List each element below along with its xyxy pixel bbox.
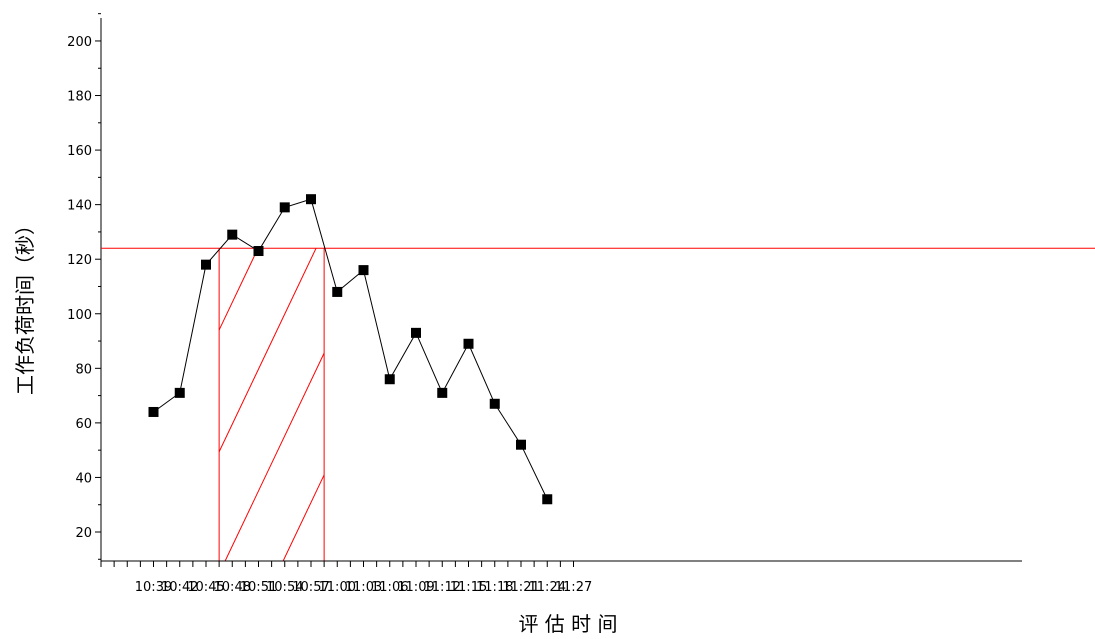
y-tick-label: 120 xyxy=(67,253,92,268)
y-tick-label: 40 xyxy=(75,471,92,486)
y-tick-label: 60 xyxy=(75,417,92,432)
data-point xyxy=(385,374,395,384)
data-point xyxy=(149,407,159,417)
hatch-line xyxy=(167,248,316,561)
hatch-line xyxy=(631,248,780,561)
y-tick-label: 140 xyxy=(67,199,92,214)
hatch-line xyxy=(689,248,838,561)
data-point xyxy=(201,260,211,270)
data-point xyxy=(437,388,447,398)
data-point xyxy=(516,440,526,450)
axes xyxy=(95,14,1022,567)
y-tick-label: 160 xyxy=(67,144,92,159)
data-point xyxy=(254,246,264,256)
x-tick-label: 11:27 xyxy=(555,580,592,595)
y-tick-label: 80 xyxy=(75,362,92,377)
hatch-line xyxy=(515,248,664,561)
y-axis-title: 工作负荷时间（秒） xyxy=(13,215,37,395)
data-point xyxy=(359,265,369,275)
data-point xyxy=(411,328,421,338)
data-point xyxy=(332,287,342,297)
shaded-region xyxy=(0,248,838,561)
data-point xyxy=(542,494,552,504)
y-tick-label: 200 xyxy=(67,35,92,50)
hatch-line xyxy=(51,248,200,561)
data-point xyxy=(227,230,237,240)
hatch-lines xyxy=(0,248,838,561)
y-tick-label: 100 xyxy=(67,308,92,323)
y-tick-label: 180 xyxy=(67,90,92,105)
y-tick-label: 20 xyxy=(75,526,92,541)
hatch-line xyxy=(225,248,374,561)
hatch-line xyxy=(283,248,432,561)
series xyxy=(149,194,553,504)
data-point xyxy=(490,399,500,409)
hatch-line xyxy=(109,248,258,561)
hatch-line xyxy=(399,248,548,561)
tick-labels: 2040608010012014016018020010:3910:4210:4… xyxy=(67,35,592,595)
series-line xyxy=(154,199,548,499)
data-point xyxy=(464,339,474,349)
data-point xyxy=(280,202,290,212)
data-point xyxy=(175,388,185,398)
hatch-line xyxy=(341,248,490,561)
hatch-line xyxy=(457,248,606,561)
x-axis-title: 评 估 时 间 xyxy=(518,612,617,636)
hatch-line xyxy=(573,248,722,561)
data-point xyxy=(306,194,316,204)
